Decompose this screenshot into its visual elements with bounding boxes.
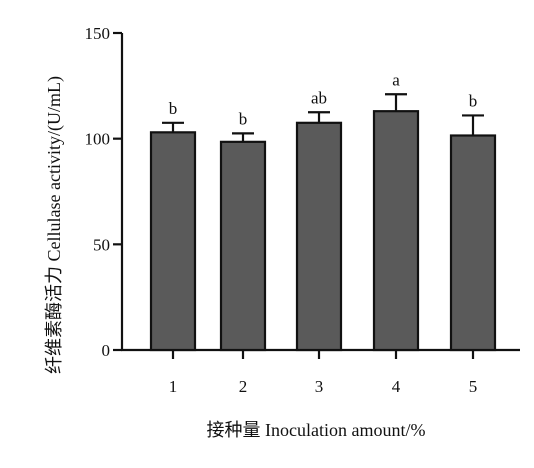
bar: [295, 121, 343, 352]
x-tick-label: 3: [315, 377, 324, 396]
y-tick-label: 0: [102, 341, 111, 360]
x-tick-label: 4: [392, 377, 401, 396]
bar: [219, 140, 267, 352]
x-tick-label: 2: [239, 377, 248, 396]
x-axis-title: 接种量 Inoculation amount/%: [207, 420, 426, 440]
bar: [149, 131, 197, 352]
y-axis-title: 纤维素酶活力 Cellulase activity/(U/mL): [44, 76, 65, 374]
significance-label: ab: [311, 88, 327, 107]
x-tick-label: 1: [169, 377, 178, 396]
significance-label: b: [469, 91, 478, 110]
bar: [372, 110, 420, 352]
y-axis-ticks: 0 50 100 150: [85, 24, 122, 360]
bar: [449, 134, 497, 352]
y-tick-label: 50: [93, 235, 110, 254]
significance-label: b: [239, 109, 248, 128]
error-bars-group: [162, 93, 484, 142]
y-tick-label: 100: [85, 130, 111, 149]
significance-label: b: [169, 99, 178, 118]
x-tick-label: 5: [469, 377, 478, 396]
y-tick-label: 150: [85, 24, 111, 43]
bars-group: [149, 110, 497, 352]
significance-label: a: [392, 70, 400, 89]
x-axis-ticks: 1 2 3 4 5: [169, 350, 478, 396]
